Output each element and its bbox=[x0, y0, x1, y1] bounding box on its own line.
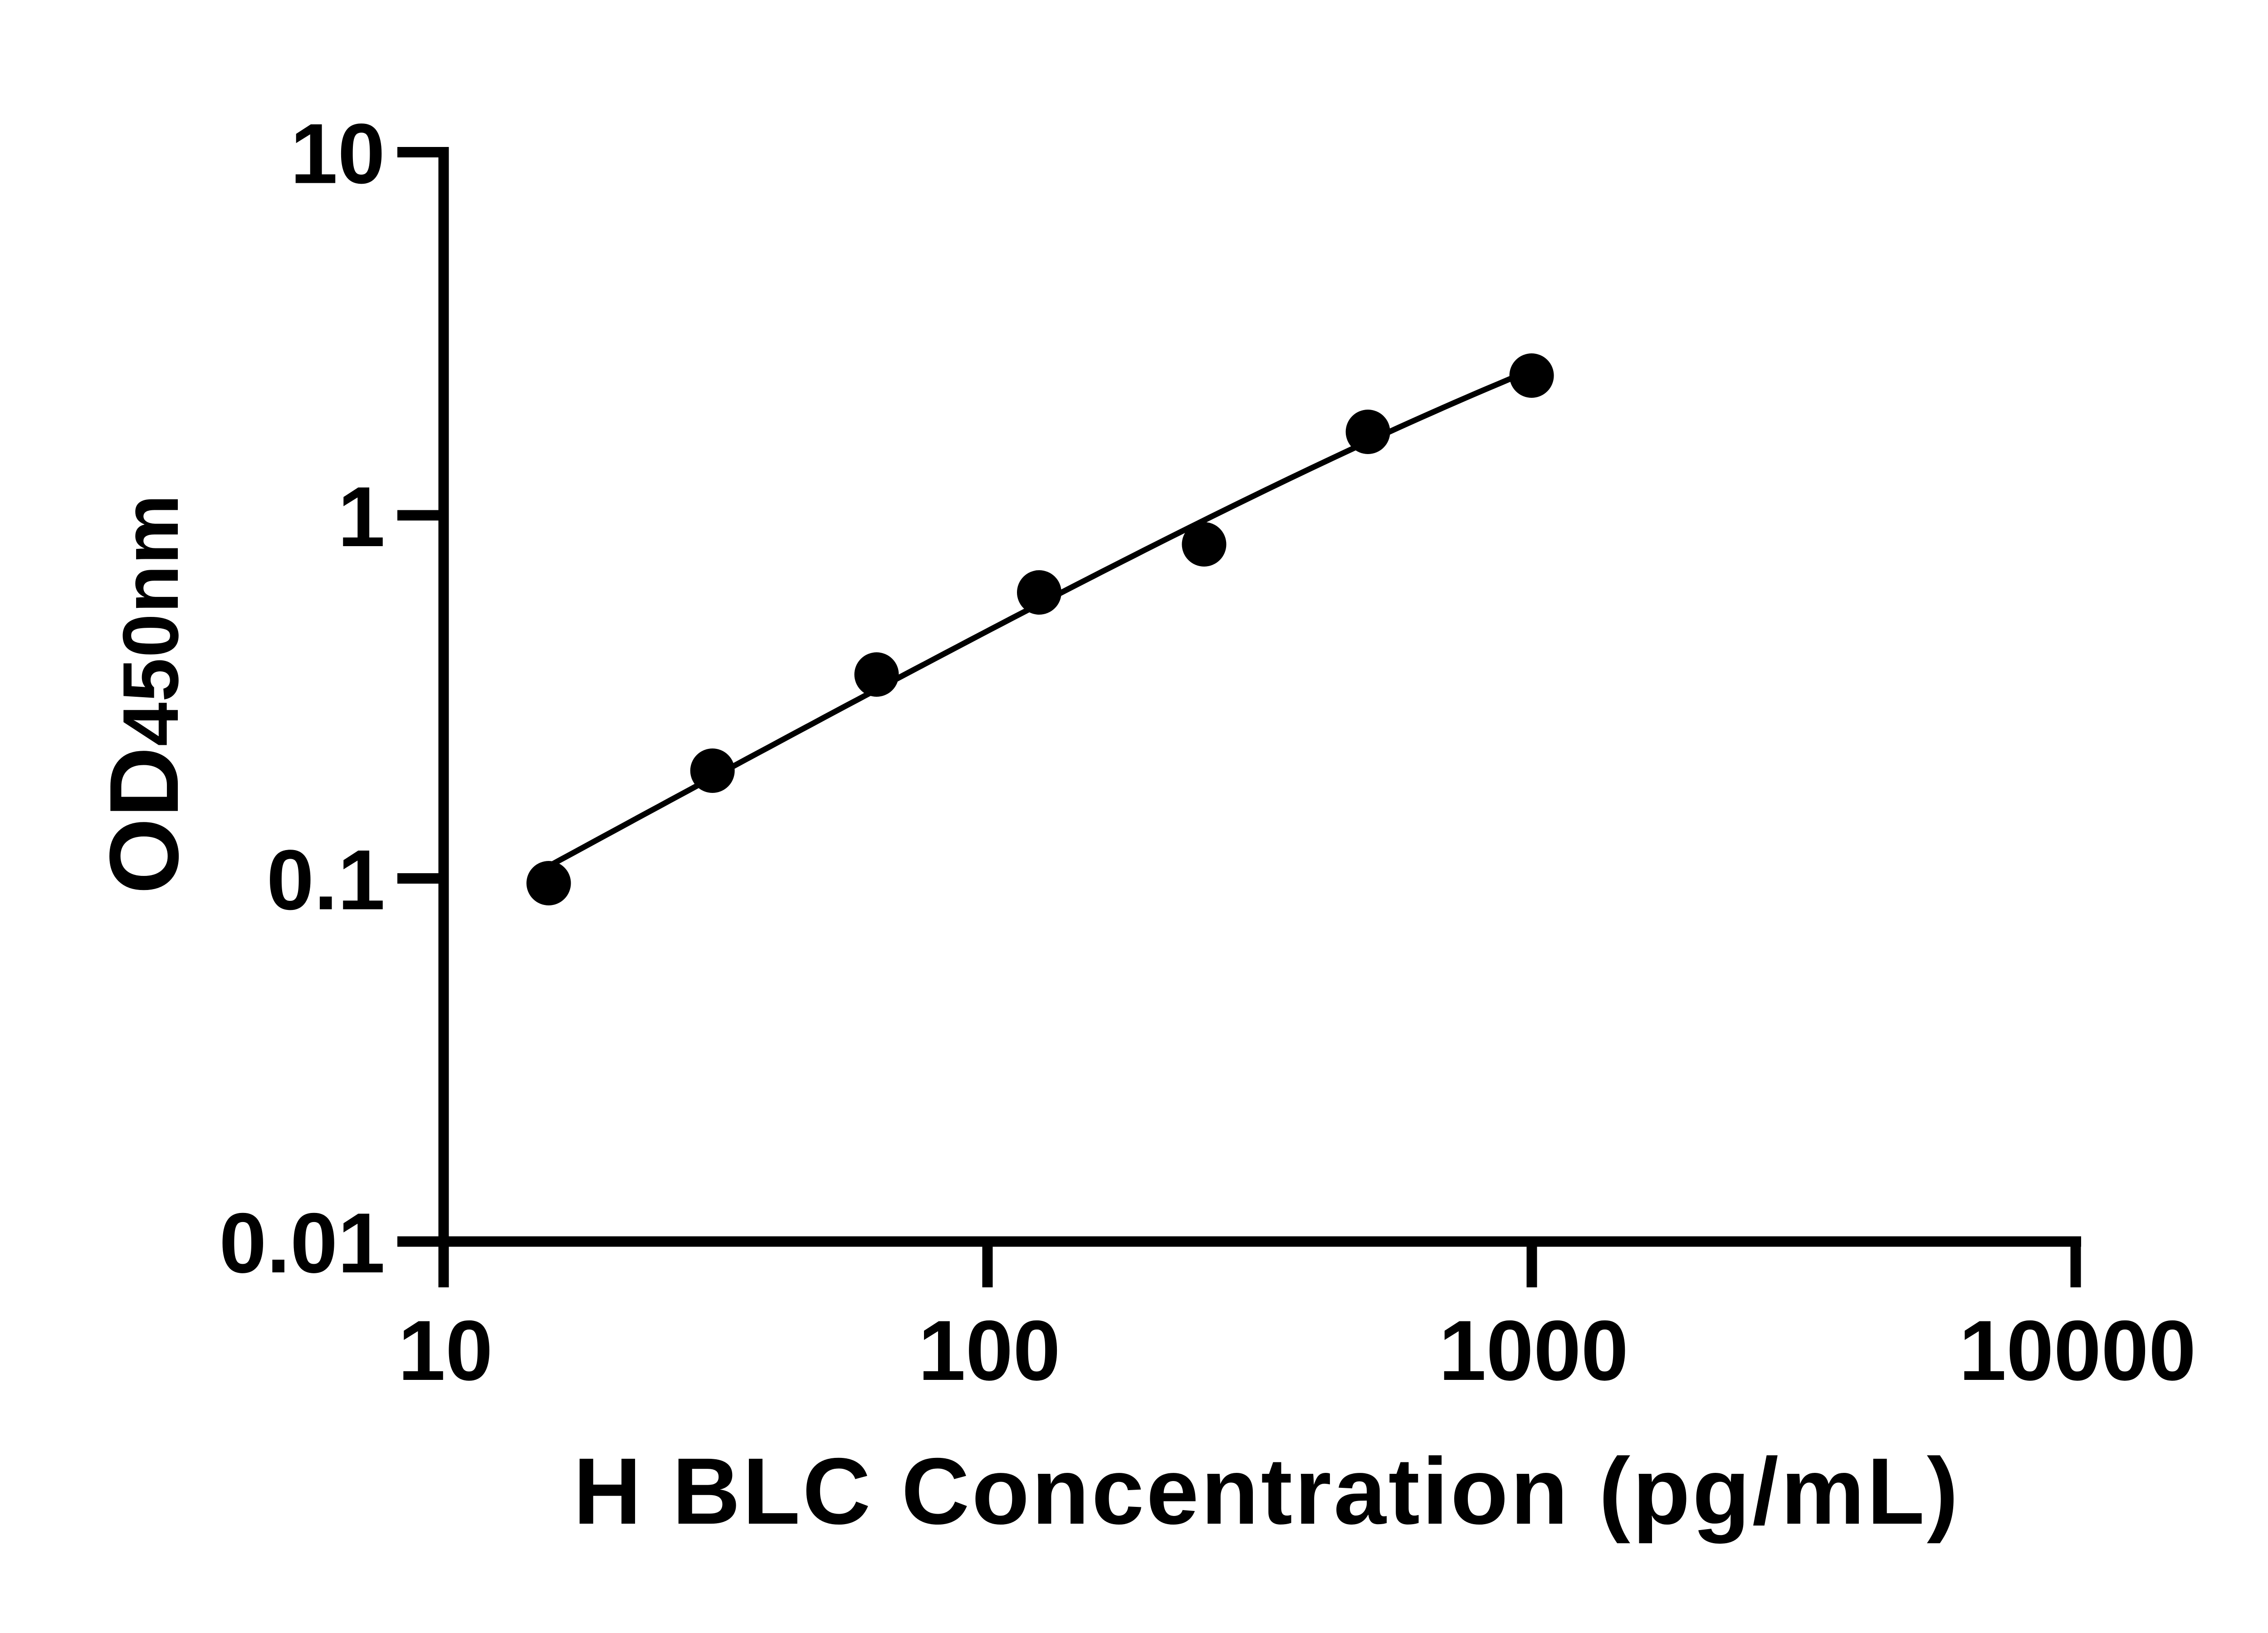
svg-text:H BLC Concentration (pg/mL): H BLC Concentration (pg/mL) bbox=[573, 1439, 1960, 1544]
svg-text:0.1: 0.1 bbox=[267, 832, 385, 928]
svg-text:100: 100 bbox=[918, 1303, 1061, 1398]
svg-text:1: 1 bbox=[337, 469, 385, 564]
svg-text:10: 10 bbox=[398, 1303, 493, 1398]
svg-text:1000: 1000 bbox=[1439, 1303, 1628, 1398]
svg-text:10000: 10000 bbox=[1959, 1303, 2196, 1398]
svg-text:0.01: 0.01 bbox=[219, 1195, 385, 1291]
svg-text:OD450nm: OD450nm bbox=[89, 494, 199, 894]
svg-text:10: 10 bbox=[290, 106, 385, 201]
